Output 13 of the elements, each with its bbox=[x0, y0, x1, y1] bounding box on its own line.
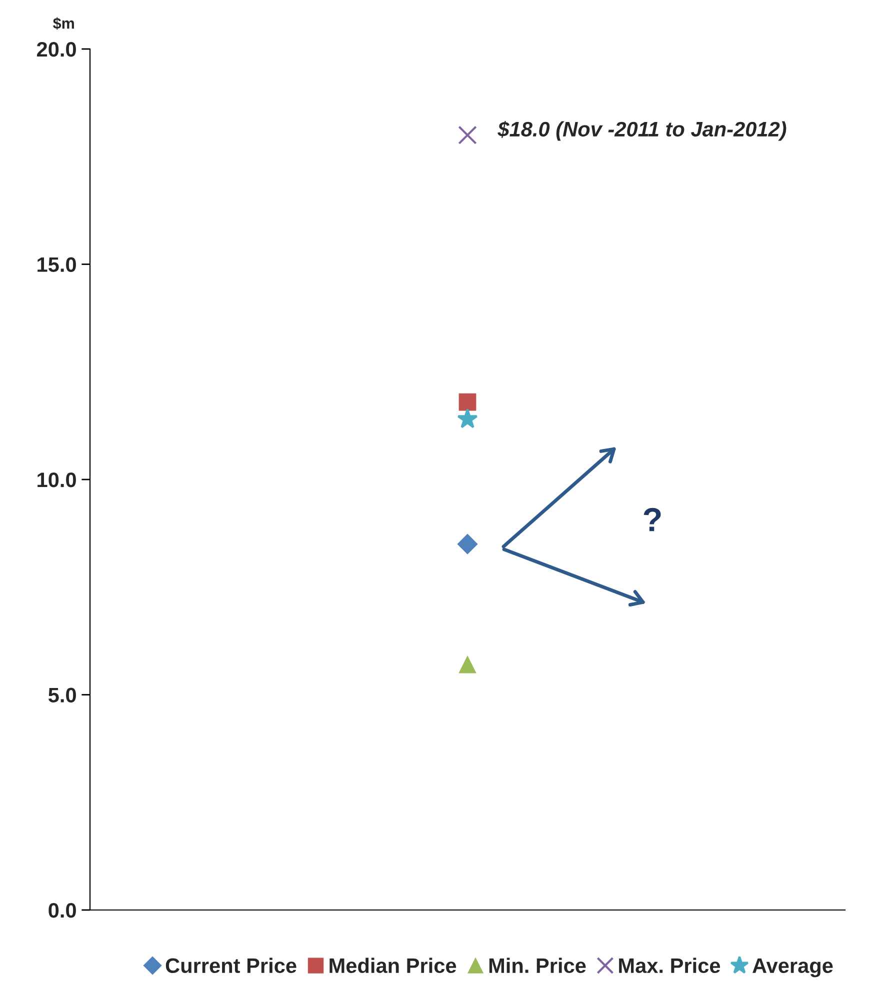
y-axis-title: $m bbox=[53, 17, 74, 30]
annotation: ? bbox=[644, 508, 661, 532]
y-tick-label: 15.0 bbox=[38, 257, 76, 272]
legend-label: Median Price bbox=[330, 958, 456, 974]
legend-label: Max. Price bbox=[619, 958, 720, 974]
y-tick-label: 5.0 bbox=[48, 688, 76, 703]
y-tick-label: 10.0 bbox=[38, 472, 76, 488]
legend-label: Current Price bbox=[166, 958, 296, 974]
y-tick-label: 0.0 bbox=[48, 903, 76, 918]
annotation: $18.0 (Nov -2011 to Jan-2012) bbox=[498, 120, 786, 141]
legend-label: Average bbox=[752, 958, 833, 978]
legend-label: Min. Price bbox=[489, 958, 586, 974]
y-tick-label: 20.0 bbox=[36, 42, 76, 57]
